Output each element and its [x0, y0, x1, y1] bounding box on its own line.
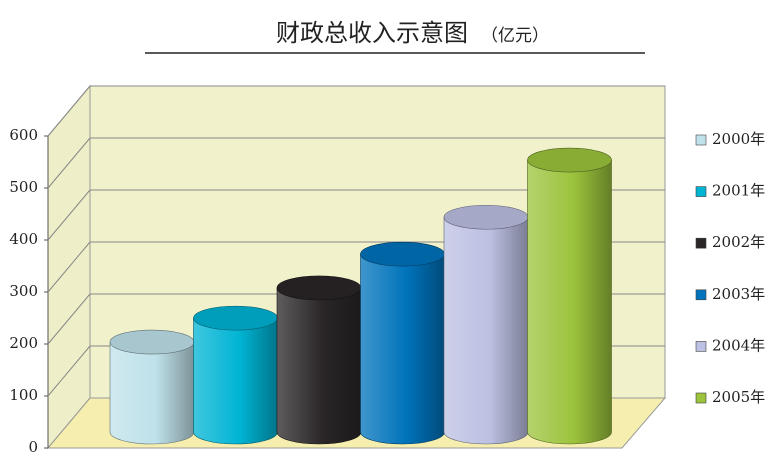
- legend-label: 2000年: [712, 130, 765, 148]
- cylinder-body: [443, 216, 529, 445]
- legend-label: 2002年: [712, 233, 765, 251]
- grid-line: [47, 85, 91, 137]
- cylinder-body: [276, 287, 362, 445]
- legend-label: 2001年: [712, 182, 765, 200]
- legend-label: 2003年: [712, 285, 765, 303]
- y-tick-label: 600: [9, 126, 38, 144]
- grid-line: [47, 137, 91, 189]
- y-tick-label: 300: [9, 282, 38, 300]
- grid-line: [47, 345, 91, 397]
- grid-line: [47, 241, 91, 293]
- y-tick-label: 500: [9, 178, 38, 196]
- legend-label: 2005年: [712, 388, 765, 406]
- chart-unit: （亿元）: [481, 26, 549, 46]
- y-tick-label: 0: [28, 438, 38, 456]
- chart-title: 财政总收入示意图: [276, 19, 468, 47]
- legend-swatch: [695, 289, 707, 301]
- legend-swatch: [695, 237, 707, 249]
- cylinder-top: [109, 329, 195, 355]
- grid-line: [47, 189, 91, 241]
- cylinder-body: [360, 253, 445, 445]
- cylinder-body: [109, 341, 195, 445]
- cylinder-top: [193, 305, 278, 331]
- cylinder-top: [527, 147, 612, 173]
- grid-line: [47, 293, 91, 345]
- cylinder-top: [276, 275, 362, 301]
- cylinder-body: [193, 317, 278, 445]
- legend-swatch: [695, 392, 707, 404]
- cylinder-body: [527, 159, 612, 445]
- y-tick-label: 100: [9, 386, 38, 404]
- cylinder-top: [360, 241, 445, 267]
- cylinder-top: [443, 204, 529, 230]
- legend-swatch: [695, 341, 707, 352]
- legend-swatch: [695, 134, 707, 146]
- legend-label: 2004年: [712, 336, 765, 354]
- y-tick-label: 200: [9, 334, 38, 352]
- y-tick-label: 400: [9, 230, 38, 248]
- legend-swatch: [695, 186, 707, 197]
